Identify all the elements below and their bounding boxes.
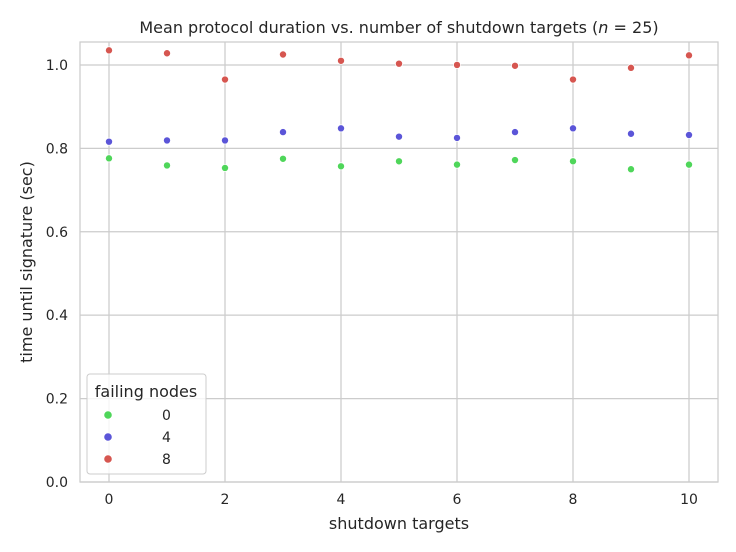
y-tick-labels: 0.0 0.2 0.4 0.6 0.8 1.0	[46, 58, 68, 491]
data-point	[162, 49, 171, 58]
data-point	[394, 132, 403, 141]
legend-label: 4	[162, 430, 171, 446]
y-tick-label: 0.4	[46, 308, 68, 324]
data-point	[627, 129, 636, 138]
y-tick-label: 0.6	[46, 225, 68, 241]
legend-marker	[103, 410, 113, 420]
y-tick-label: 0.8	[46, 141, 68, 157]
series-8	[105, 46, 694, 84]
data-point	[569, 75, 578, 84]
series-0	[105, 154, 694, 174]
data-point	[278, 154, 287, 163]
data-point	[452, 60, 461, 69]
x-tick-label: 8	[569, 492, 578, 508]
chart-title: Mean protocol duration vs. number of shu…	[139, 18, 658, 37]
x-axis-label: shutdown targets	[329, 514, 469, 533]
data-point	[510, 156, 519, 165]
data-point	[220, 75, 229, 84]
data-point	[685, 51, 694, 60]
data-point	[452, 160, 461, 169]
data-point	[510, 61, 519, 70]
series-4	[105, 124, 694, 146]
data-point	[569, 124, 578, 133]
x-tick-label: 4	[337, 492, 346, 508]
data-point	[105, 46, 114, 55]
y-tick-label: 0.0	[46, 475, 68, 491]
x-tick-label: 6	[453, 492, 462, 508]
data-point	[278, 50, 287, 59]
legend-items: 0 4 8	[103, 408, 171, 468]
data-point	[627, 63, 636, 72]
data-point	[627, 165, 636, 174]
data-point	[336, 124, 345, 133]
data-point	[105, 154, 114, 163]
legend-box	[86, 373, 207, 475]
legend-label: 8	[162, 452, 171, 468]
legend: failing nodes 0 4 8	[86, 373, 207, 475]
data-point	[336, 56, 345, 65]
y-axis-label: time until signature (sec)	[17, 161, 36, 363]
data-points	[105, 46, 694, 174]
x-tick-label: 2	[221, 492, 230, 508]
y-tick-label: 0.2	[46, 392, 68, 408]
legend-title: failing nodes	[95, 382, 197, 401]
x-tick-labels: 0 2 4 6 8 10	[105, 492, 698, 508]
data-point	[220, 136, 229, 145]
legend-label: 0	[162, 408, 171, 424]
plot-area-frame	[79, 41, 719, 483]
data-point	[510, 128, 519, 137]
data-point	[394, 157, 403, 166]
legend-marker	[103, 432, 113, 442]
data-point	[105, 137, 114, 146]
data-point	[220, 163, 229, 172]
x-tick-label: 0	[105, 492, 114, 508]
y-tick-label: 1.0	[46, 58, 68, 74]
data-point	[336, 162, 345, 171]
x-tick-label: 10	[680, 492, 698, 508]
data-point	[394, 59, 403, 68]
data-point	[569, 157, 578, 166]
legend-marker	[103, 454, 113, 464]
data-point	[278, 128, 287, 137]
data-point	[685, 160, 694, 169]
data-point	[452, 133, 461, 142]
data-point	[685, 131, 694, 140]
data-point	[162, 161, 171, 170]
data-point	[162, 136, 171, 145]
